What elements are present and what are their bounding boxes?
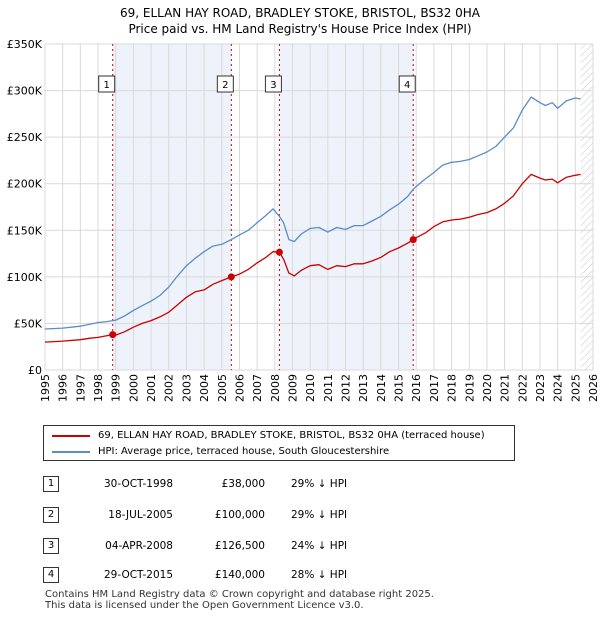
price-paid-line <box>44 173 581 343</box>
x-tick-label: 2011 <box>322 374 335 402</box>
sale-point <box>227 273 235 281</box>
transaction-price: £100,000 <box>214 509 265 521</box>
y-tick-label: £350K <box>7 38 43 51</box>
x-tick-label: 2000 <box>127 374 140 402</box>
legend-label-hpi: HPI: Average price, terraced house, Sout… <box>98 446 390 457</box>
x-tick-label: 2008 <box>269 374 282 402</box>
x-tick-label: 2006 <box>233 374 246 402</box>
x-tick-label: 2018 <box>446 374 459 402</box>
x-tick-label: 1995 <box>39 374 52 402</box>
y-tick-label: £100K <box>7 271 43 284</box>
sale-point <box>109 331 117 339</box>
x-tick-label: 2017 <box>428 374 441 402</box>
x-tick-label: 2005 <box>216 374 229 402</box>
footer: Contains HM Land Registry data © Crown c… <box>45 589 434 611</box>
x-tick-label: 2022 <box>516 374 529 402</box>
sale-point <box>409 236 417 244</box>
legend-swatch-price-paid <box>52 435 90 437</box>
sale-label-box <box>264 75 282 93</box>
y-tick-label: £150K <box>7 224 43 237</box>
price-chart: 1 2 3 4 £0 £50K £100K £150K £200K £250K £300K £350K… <box>7 38 600 402</box>
footer-licence: This data is licensed under the Open Gov… <box>45 600 364 611</box>
x-tick-label: 2015 <box>393 374 406 402</box>
sale-label-box <box>398 75 416 93</box>
transaction-date: 18-JUL-2005 <box>108 509 173 521</box>
y-tick-label: £250K <box>7 131 43 144</box>
transaction-date: 30-OCT-1998 <box>104 478 173 490</box>
x-tick-label: 2010 <box>304 374 317 402</box>
transaction-hpi-diff: 29% ↓ HPI <box>291 509 348 521</box>
chart-title-line-2: Price paid vs. HM Land Registry's House … <box>128 22 472 36</box>
x-tick-label: 1996 <box>57 374 70 402</box>
sale-label-number: 3 <box>270 80 276 91</box>
forecast-hatch <box>580 44 593 370</box>
sale-label-number: 2 <box>222 80 228 91</box>
x-tick-label: 2026 <box>587 374 600 402</box>
x-tick-label: 2001 <box>145 374 158 402</box>
x-tick-label: 2016 <box>410 374 423 402</box>
transaction-hpi-diff: 24% ↓ HPI <box>291 540 348 552</box>
y-tick-label: £300K <box>7 85 43 98</box>
x-tick-label: 2004 <box>198 374 211 402</box>
x-tick-label: 2023 <box>534 374 547 402</box>
sale-point <box>275 248 283 256</box>
transaction-number: 2 <box>43 507 59 523</box>
legend-swatch-hpi <box>52 451 90 453</box>
footer-copyright: Contains HM Land Registry data © Crown c… <box>45 589 434 600</box>
x-tick-label: 2013 <box>357 374 370 402</box>
transaction-price: £126,500 <box>214 540 265 552</box>
sale-label-number: 1 <box>104 80 110 91</box>
transaction-price: £140,000 <box>214 569 265 581</box>
chart-title-line-1: 69, ELLAN HAY ROAD, BRADLEY STOKE, BRIST… <box>119 6 481 20</box>
sale-label-box <box>216 75 234 93</box>
x-tick-label: 2021 <box>499 374 512 402</box>
transaction-number: 3 <box>43 538 59 554</box>
shaded-range <box>279 44 414 370</box>
transaction-number: 4 <box>43 567 59 583</box>
transaction-hpi-diff: 29% ↓ HPI <box>291 478 348 490</box>
x-tick-label: 2024 <box>552 374 565 402</box>
sale-label-number: 4 <box>404 80 410 91</box>
x-tick-label: 2019 <box>463 374 476 402</box>
transaction-date: 29-OCT-2015 <box>104 569 173 581</box>
shaded-range <box>112 44 232 370</box>
x-tick-label: 1999 <box>110 374 123 402</box>
x-tick-label: 2007 <box>251 374 264 402</box>
y-tick-label: £200K <box>7 178 43 191</box>
x-tick-label: 2025 <box>569 374 582 402</box>
x-tick-label: 2003 <box>180 374 193 402</box>
y-tick-label: £50K <box>14 317 43 330</box>
x-tick-label: 1998 <box>92 374 105 402</box>
sale-label-box <box>98 75 116 93</box>
x-tick-label: 2014 <box>375 374 388 402</box>
y-tick-label: £0 <box>28 364 42 377</box>
x-tick-label: 2012 <box>340 374 353 402</box>
transaction-hpi-diff: 28% ↓ HPI <box>291 569 348 581</box>
transaction-date: 04-APR-2008 <box>105 540 173 552</box>
x-tick-label: 2020 <box>481 374 494 402</box>
x-tick-label: 2009 <box>286 374 299 402</box>
x-tick-label: 2002 <box>163 374 176 402</box>
transaction-price: £38,000 <box>221 478 265 490</box>
x-tick-label: 1997 <box>74 374 87 402</box>
hpi-line <box>44 96 581 330</box>
transaction-number: 1 <box>43 476 59 492</box>
legend-label-price-paid: 69, ELLAN HAY ROAD, BRADLEY STOKE, BRIST… <box>98 430 485 441</box>
legend: 69, ELLAN HAY ROAD, BRADLEY STOKE, BRIST… <box>43 425 515 461</box>
